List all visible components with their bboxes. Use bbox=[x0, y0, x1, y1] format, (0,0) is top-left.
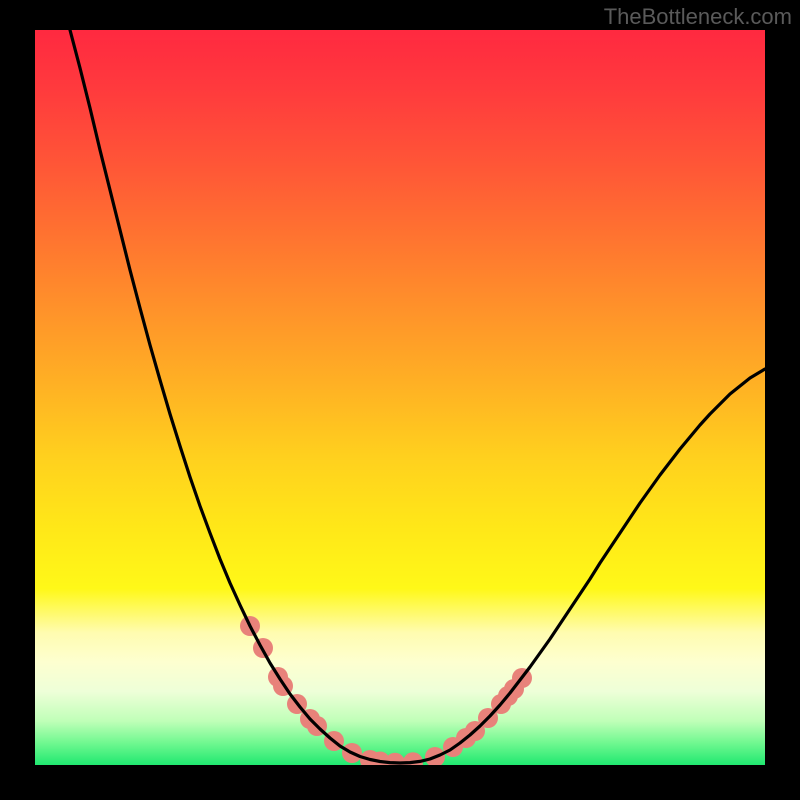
bottleneck-curve bbox=[70, 30, 765, 763]
watermark-text: TheBottleneck.com bbox=[604, 4, 792, 30]
marker-group bbox=[240, 616, 532, 765]
chart-svg bbox=[35, 30, 765, 765]
plot-area bbox=[35, 30, 765, 765]
